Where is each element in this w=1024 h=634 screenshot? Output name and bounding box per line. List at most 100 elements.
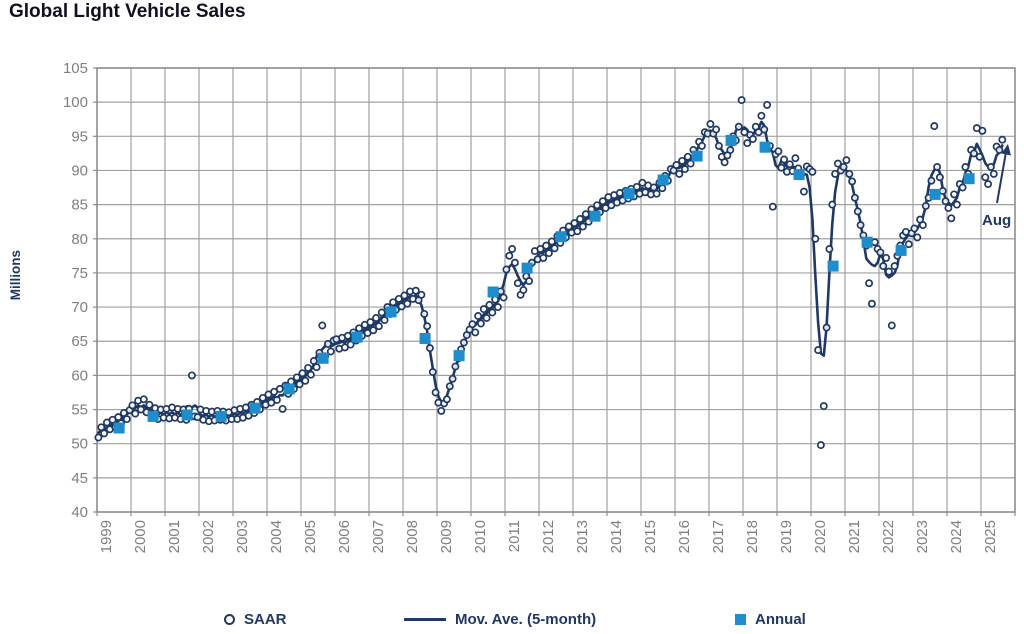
saar-point xyxy=(998,135,1007,144)
saar-point xyxy=(918,221,927,230)
saar-point xyxy=(743,139,752,148)
saar-point xyxy=(672,161,681,169)
saar-point xyxy=(819,402,828,411)
y-tick-label: 95 xyxy=(71,128,88,145)
annual-point xyxy=(793,169,805,181)
saar-point xyxy=(757,111,766,120)
saar-point xyxy=(372,314,381,322)
x-tick-label: 2012 xyxy=(540,520,557,553)
annual-point xyxy=(521,262,533,274)
saar-point xyxy=(474,312,483,320)
saar-point xyxy=(423,322,432,331)
y-tick-label: 85 xyxy=(71,197,88,214)
saar-point xyxy=(547,237,556,246)
saar-point xyxy=(969,149,978,158)
saar-point xyxy=(258,393,267,402)
saar-point xyxy=(581,210,590,219)
chart-legend: SAAR Mov. Ave. (5-month) Annual xyxy=(0,604,1024,634)
saar-point xyxy=(100,429,109,438)
x-tick-label: 2019 xyxy=(778,520,795,553)
y-tick-label: 100 xyxy=(63,94,88,111)
saar-point xyxy=(508,245,517,253)
legend-item-saar: SAAR xyxy=(224,604,287,634)
saar-point xyxy=(720,158,729,167)
saar-point xyxy=(811,234,820,243)
saar-point xyxy=(950,190,959,199)
y-tick-label: 40 xyxy=(71,504,88,521)
saar-point xyxy=(938,187,947,195)
x-tick-label: 2004 xyxy=(268,520,285,553)
saar-point xyxy=(975,152,984,161)
axis-ticks xyxy=(93,67,1016,516)
saar-point xyxy=(369,326,378,335)
saar-point xyxy=(842,156,851,165)
saar-point xyxy=(947,214,956,223)
saar-point xyxy=(995,146,1004,154)
saar-point xyxy=(445,382,454,391)
saar-point xyxy=(598,197,607,206)
saar-point xyxy=(984,180,993,189)
saar-point xyxy=(346,340,355,349)
saar-point xyxy=(867,299,876,308)
saar-point xyxy=(944,204,953,212)
saar-point xyxy=(649,183,658,192)
saar-point xyxy=(94,433,103,442)
saar-point xyxy=(542,241,551,250)
saar-point xyxy=(97,423,106,432)
saar-point xyxy=(952,200,961,209)
saar-point xyxy=(448,374,457,383)
saar-point xyxy=(114,413,123,422)
saar-point xyxy=(777,163,786,172)
y-tick-label: 70 xyxy=(71,299,88,316)
saar-point xyxy=(910,224,919,233)
saar-point xyxy=(301,376,310,385)
saar-point xyxy=(122,415,131,424)
saar-point xyxy=(187,371,196,380)
annual-point xyxy=(283,383,295,395)
saar-point xyxy=(593,201,602,210)
x-tick-label: 2013 xyxy=(574,520,591,553)
saar-point xyxy=(128,401,137,410)
saar-point xyxy=(726,146,735,154)
x-tick-label: 2023 xyxy=(914,520,931,553)
saar-point xyxy=(986,163,995,171)
y-axis-labels: 105 100 95 90 85 80 75 70 65 60 55 50 45 40 xyxy=(63,60,88,521)
saar-point xyxy=(884,267,893,276)
x-tick-label: 2008 xyxy=(404,520,421,553)
saar-point xyxy=(850,193,859,202)
saar-point xyxy=(539,253,548,262)
saar-point xyxy=(822,323,831,332)
saar-point xyxy=(476,319,485,328)
y-tick-label: 75 xyxy=(71,265,88,282)
saar-point xyxy=(298,369,307,378)
saar-point xyxy=(400,291,409,300)
saar-point xyxy=(272,396,281,404)
annual-point xyxy=(929,188,941,200)
grid-lines xyxy=(96,67,1016,513)
saar-point xyxy=(780,155,789,164)
annual-point xyxy=(827,260,839,272)
saar-point xyxy=(131,409,140,418)
x-tick-label: 2014 xyxy=(608,520,625,553)
saar-point xyxy=(544,249,553,258)
saar-point xyxy=(680,165,689,174)
annual-point xyxy=(487,286,499,298)
saar-point xyxy=(550,244,559,253)
saar-point xyxy=(734,122,743,131)
saar-point xyxy=(411,286,420,295)
saar-point xyxy=(505,251,514,260)
saar-point xyxy=(978,126,987,135)
saar-point xyxy=(145,400,154,409)
legend-item-movave: Mov. Ave. (5-month) xyxy=(404,604,596,634)
chart-title: Global Light Vehicle Sales xyxy=(9,1,246,22)
saar-point xyxy=(417,290,426,299)
saar-point xyxy=(981,173,990,182)
saar-point xyxy=(570,219,579,228)
saar-point xyxy=(856,221,865,230)
saar-point xyxy=(791,154,800,163)
saar-point xyxy=(292,373,301,382)
saar-point xyxy=(675,169,684,178)
annual-point xyxy=(895,244,907,256)
y-tick-label: 50 xyxy=(71,436,88,453)
saar-point xyxy=(576,215,585,223)
